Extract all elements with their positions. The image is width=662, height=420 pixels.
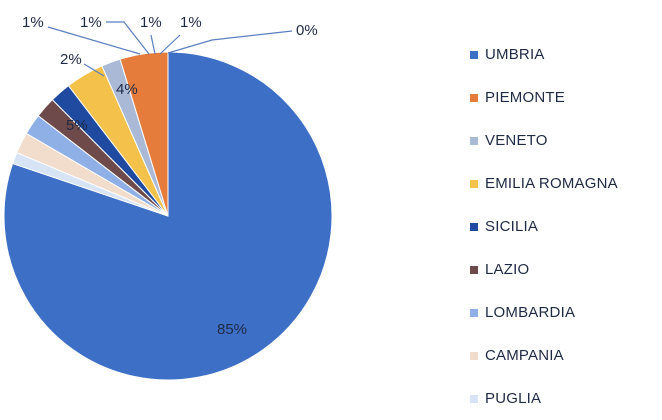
legend-label: PIEMONTE: [485, 89, 565, 106]
leader-line: [159, 34, 181, 55]
legend-swatch: [470, 93, 478, 102]
legend-label: EMILIA ROMAGNA: [485, 175, 618, 192]
legend-item: PUGLIA: [470, 377, 618, 420]
legend-swatch: [470, 394, 478, 403]
data-label: 5%: [66, 117, 88, 134]
leader-line: [150, 34, 156, 55]
data-label: 0%: [296, 22, 318, 39]
legend-label: SICILIA: [485, 218, 539, 235]
legend-swatch: [470, 308, 478, 317]
chart-stage: 85% 5% 2% 4% 1% 1% 1% 1% 0% UMBRIA PIEMONTE VENE…: [3, 14, 618, 407]
data-label: 1%: [180, 14, 202, 31]
data-label: 1%: [22, 14, 44, 31]
legend-item: VENETO: [470, 119, 618, 162]
legend-label: CAMPANIA: [485, 347, 564, 364]
chart-legend: UMBRIA PIEMONTE VENETO EMILIA ROMAGNA SI…: [470, 33, 618, 420]
legend-label: PUGLIA: [485, 390, 542, 407]
legend-item: EMILIA ROMAGNA: [470, 162, 618, 205]
legend-item: LAZIO: [470, 248, 618, 291]
pie-chart: 85% 5% 2% 4% 1% 1% 1% 1% 0%: [3, 14, 333, 381]
leader-line: [106, 21, 150, 55]
data-label: 1%: [80, 14, 102, 31]
legend-swatch: [470, 265, 478, 274]
leader-line: [47, 26, 141, 55]
legend-item: SICILIA: [470, 205, 618, 248]
legend-item: PIEMONTE: [470, 76, 618, 119]
legend-swatch: [470, 50, 478, 59]
legend-item: CAMPANIA: [470, 334, 618, 377]
legend-label: VENETO: [485, 132, 548, 149]
data-label: 85%: [217, 321, 247, 338]
leader-line: [167, 30, 293, 54]
legend-label: UMBRIA: [485, 46, 545, 63]
legend-swatch: [470, 351, 478, 360]
leader-line: [83, 63, 105, 77]
legend-swatch: [470, 136, 478, 145]
pie-slice-piemonte: [119, 51, 169, 217]
data-label: 2%: [60, 51, 82, 68]
legend-label: LOMBARDIA: [485, 304, 576, 321]
data-label: 1%: [140, 14, 162, 31]
legend-swatch: [470, 222, 478, 231]
legend-item: LOMBARDIA: [470, 291, 618, 334]
data-label: 4%: [116, 81, 138, 98]
legend-swatch: [470, 179, 478, 188]
pie-slice-umbria: [3, 51, 333, 381]
legend-label: LAZIO: [485, 261, 530, 278]
legend-item: UMBRIA: [470, 33, 618, 76]
